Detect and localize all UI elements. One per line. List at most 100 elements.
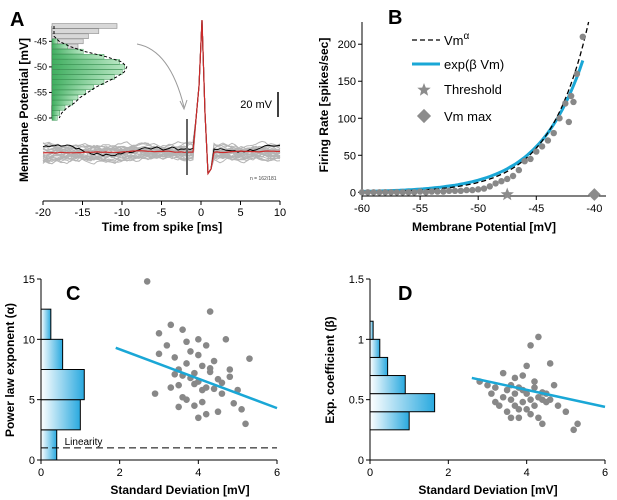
linearity-label: Linearity (65, 437, 103, 448)
data-point (163, 342, 171, 349)
panel-d-ytick-label: 0 (358, 455, 364, 467)
data-point (143, 278, 151, 285)
data-point (387, 189, 395, 196)
data-point (206, 308, 214, 315)
legend-vmax-diamond (416, 108, 432, 124)
panel-b-ytick-label: 200 (338, 39, 356, 51)
data-point (195, 336, 202, 343)
inset-ytick-label: -45 (34, 36, 47, 46)
trace-gray (42, 19, 281, 176)
data-point (527, 155, 534, 163)
data-point (480, 185, 488, 192)
data-point (556, 115, 563, 122)
data-point (484, 381, 491, 389)
data-point (488, 390, 495, 397)
panel-c-ytick-label: 0 (29, 455, 35, 467)
inset-bar-green (51, 100, 73, 106)
panel-a-xtick-label: -10 (114, 207, 130, 219)
data-point (463, 186, 470, 194)
data-point (187, 348, 194, 355)
panel-b-xtick-label: -40 (586, 203, 602, 215)
panel-c-ytick-label: 10 (23, 334, 35, 346)
data-point (567, 92, 575, 100)
histogram-bar (369, 338, 381, 358)
inset-bar-green (51, 43, 68, 50)
data-point (242, 420, 249, 428)
data-point (399, 189, 406, 196)
data-point (405, 189, 412, 196)
data-point (440, 188, 447, 195)
data-point (492, 384, 499, 391)
data-point (515, 406, 523, 413)
data-point (535, 333, 542, 341)
panel-a: A Membrane Potential [mV] -20 -15 -10 -5 0 5 1… (10, 9, 286, 234)
data-point (175, 403, 182, 411)
data-point (155, 330, 163, 337)
data-point (195, 414, 202, 422)
data-point (191, 402, 198, 410)
panel-c-xtick-label: 4 (195, 467, 201, 479)
panel-label-a: A (10, 9, 24, 31)
data-point (498, 177, 505, 185)
data-point (550, 129, 557, 137)
data-point (519, 398, 527, 406)
data-point (226, 366, 234, 373)
data-point (570, 426, 577, 434)
data-point (546, 396, 554, 403)
data-point (509, 172, 517, 180)
panel-b-legend: Vmα exp(β Vm) Threshold Vm max (412, 31, 504, 124)
panel-a-traces (42, 19, 281, 176)
data-point (179, 393, 186, 401)
data-point (191, 380, 198, 388)
data-point (393, 189, 401, 196)
histogram-bar (369, 320, 374, 340)
data-point (202, 384, 210, 391)
panel-c: C Power law exponent (α) Standard Deviat… (3, 274, 280, 497)
data-point (474, 186, 482, 193)
data-point (445, 187, 453, 195)
panel-a-xtick-label: 0 (198, 207, 204, 219)
inset-bar-green (51, 94, 79, 101)
panel-a-xtick-label: -5 (157, 207, 167, 219)
histogram-bar (369, 411, 410, 431)
legend-threshold-label: Threshold (444, 82, 502, 97)
data-point (198, 398, 206, 406)
panel-c-xtick-label: 2 (117, 467, 123, 479)
panel-b-points (358, 33, 601, 201)
threshold-star (500, 187, 514, 201)
panel-b-xtick-label: -60 (354, 203, 370, 215)
panel-b-xlabel: Membrane Potential [mV] (412, 220, 556, 234)
panel-d-plot: 0 2 4 6 0 0.5 1 1.5 (349, 274, 608, 479)
trace-gray (42, 19, 281, 176)
data-point (202, 410, 210, 418)
data-point (573, 70, 581, 78)
panel-c-xtick-label: 6 (274, 467, 280, 479)
data-point (151, 390, 159, 397)
data-point (507, 414, 515, 422)
data-point (538, 143, 546, 150)
data-point (519, 372, 527, 379)
data-point (539, 420, 546, 428)
inset-bar-gray (51, 28, 100, 34)
data-point (503, 408, 511, 416)
data-point (411, 189, 418, 196)
data-point (206, 364, 214, 372)
inset-bar-green (51, 64, 126, 70)
data-point (364, 189, 372, 196)
panel-a-xtick-label: -20 (35, 207, 51, 219)
panel-b-ytick-label: 50 (344, 150, 356, 162)
panel-label-d: D (398, 283, 412, 305)
data-point (183, 360, 190, 367)
data-point (565, 118, 573, 126)
data-point (171, 371, 179, 378)
data-point (495, 402, 503, 410)
histogram-bar (40, 369, 85, 401)
data-point (246, 355, 253, 362)
legend-vmax-label: Vm max (444, 109, 492, 124)
data-point (179, 326, 186, 333)
panel-b-ylabel: Firing Rate [spikes/sec] (317, 38, 331, 173)
inset-bar-green (51, 69, 123, 75)
panel-d: D Exp. coefficient (β) Standard Deviatio… (323, 274, 608, 497)
data-point (376, 189, 383, 196)
